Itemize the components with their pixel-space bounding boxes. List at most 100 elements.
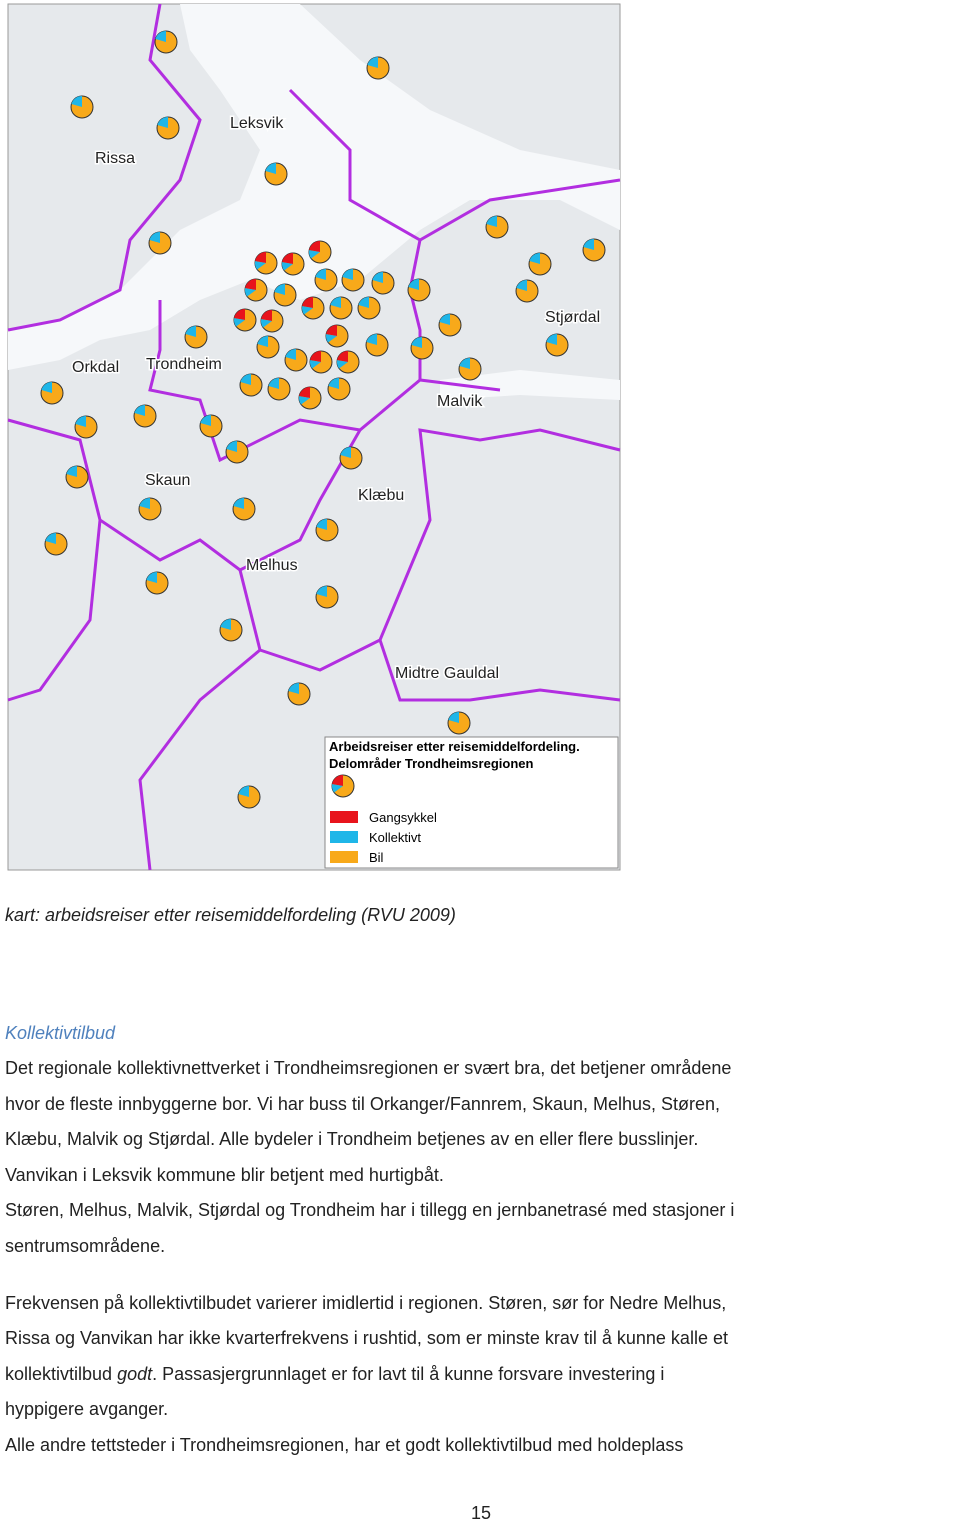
text-line: Klæbu, Malvik og Stjørdal. Alle bydeler … — [5, 1129, 699, 1150]
pie-slice — [326, 334, 337, 343]
pie-slice — [546, 334, 557, 345]
pie-slice — [316, 519, 327, 530]
pie-slice — [366, 334, 377, 345]
pie — [133, 404, 157, 428]
pie-slice — [298, 396, 310, 405]
place-label: Orkdal — [72, 359, 119, 376]
pie-slice — [310, 351, 321, 362]
legend-title: Delområder Trondheimsregionen — [329, 756, 533, 771]
pie-slice — [332, 784, 343, 793]
pie — [74, 415, 98, 439]
page-number: 15 — [471, 1503, 492, 1523]
pie — [331, 774, 355, 798]
pie — [410, 336, 434, 360]
pie-slice — [459, 358, 470, 369]
text-line: kollektivtilbud godt. Passasjergrunnlage… — [5, 1363, 664, 1385]
pie — [458, 357, 482, 381]
place-label: Klæbu — [358, 487, 404, 504]
pie — [260, 309, 284, 333]
pie — [515, 279, 539, 303]
pie-slice — [220, 619, 231, 630]
pie-slice — [268, 378, 279, 389]
pie — [244, 278, 268, 302]
pie — [156, 116, 180, 140]
text-run: . Passasjergrunnlaget er for lavt til å … — [152, 1363, 665, 1384]
pie-slice — [75, 416, 86, 427]
pie — [267, 377, 291, 401]
pie-slice — [146, 572, 157, 583]
pie — [582, 238, 606, 262]
pie — [371, 271, 395, 295]
place-label: Melhus — [246, 557, 298, 574]
text-line: Frekvensen på kollektivtilbudet varierer… — [5, 1292, 727, 1313]
pie-slice — [326, 325, 337, 336]
pie — [329, 296, 353, 320]
pie — [339, 446, 363, 470]
place-label: Trondheim — [146, 356, 222, 373]
pie-slice — [41, 382, 52, 393]
pie-slice — [265, 162, 276, 174]
place-label: Rissa — [95, 150, 135, 167]
pie — [315, 585, 339, 609]
pie — [284, 348, 308, 372]
pie-slice — [337, 360, 348, 369]
pie — [40, 381, 64, 405]
heading: Kollektivtilbud — [5, 1023, 116, 1043]
pie-slice — [309, 241, 320, 252]
pie-slice — [337, 351, 348, 362]
pie-slice — [340, 447, 351, 458]
pie-slice — [408, 279, 419, 290]
pie — [309, 350, 333, 374]
pie — [256, 335, 280, 359]
pie — [184, 325, 208, 349]
pie-slice — [310, 360, 321, 369]
legend-swatch — [330, 811, 358, 823]
pie-slice — [316, 586, 327, 597]
pie — [273, 283, 297, 307]
pie-slice — [45, 533, 56, 544]
legend-label: Bil — [369, 850, 384, 865]
pie-slice — [257, 336, 268, 347]
pie-slice — [302, 306, 313, 315]
pie-slice — [583, 239, 594, 250]
pie — [233, 308, 257, 332]
pie — [148, 231, 172, 255]
pie-slice — [358, 297, 369, 308]
pie-slice — [299, 387, 310, 398]
pie — [254, 251, 278, 275]
pie-slice — [411, 337, 422, 348]
pie-slice — [157, 117, 168, 128]
pie-slice — [309, 250, 320, 259]
pie-slice — [255, 261, 266, 270]
pie-slice — [486, 216, 497, 227]
pie-slice — [330, 297, 341, 308]
pie — [314, 268, 338, 292]
pie-slice — [274, 284, 285, 295]
pie-slice — [200, 415, 211, 426]
pie — [219, 618, 243, 642]
pie-slice — [185, 326, 196, 337]
pie — [528, 252, 552, 276]
pie-slice — [315, 269, 326, 280]
pie-slice — [139, 498, 150, 509]
text-line: Alle andre tettsteder i Trondheimsregion… — [5, 1435, 684, 1455]
pie-slice — [367, 57, 378, 68]
pie-slice — [255, 252, 266, 263]
pie-slice — [71, 96, 82, 107]
pie-slice — [149, 232, 160, 243]
map-labels: Leksvik Rissa Orkdal Trondheim Malvik St… — [71, 114, 602, 684]
pie — [438, 313, 462, 337]
place-label: Stjørdal — [545, 309, 600, 326]
pie-slice — [288, 683, 299, 694]
pie — [325, 324, 349, 348]
place-label: Skaun — [145, 472, 190, 489]
fjord — [440, 370, 620, 400]
pie — [264, 162, 288, 186]
pie — [341, 268, 365, 292]
legend: Arbeidsreiser etter reisemiddelfordeling… — [324, 736, 619, 869]
pie-slice — [234, 309, 245, 320]
pie-slice — [155, 31, 166, 42]
pie — [138, 497, 162, 521]
pie-slice — [261, 319, 272, 328]
